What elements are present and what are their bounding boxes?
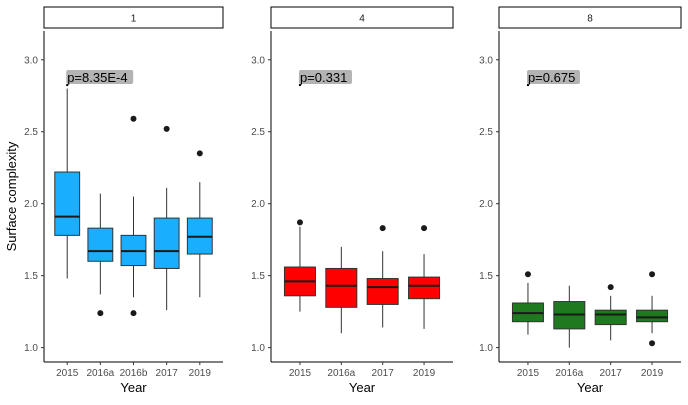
facet-panel-8: 8 1.0 1.5 2.0 2.5 3.0 2015 2016a 2017 2019 p=0.675… bbox=[479, 6, 682, 395]
y-tick-label: 2.0 bbox=[24, 199, 38, 210]
box-2015 bbox=[283, 219, 316, 312]
outlier-point bbox=[97, 310, 104, 317]
facet-panel-4: 4 1.0 1.5 2.0 2.5 3.0 2015 2016a 2017 2019 p=0.331… bbox=[251, 6, 454, 395]
outlier-point bbox=[296, 219, 303, 226]
box-2016a bbox=[553, 285, 586, 348]
outlier-point bbox=[163, 125, 170, 132]
facet-strip-label: 4 bbox=[359, 14, 365, 25]
iqr-box bbox=[636, 309, 669, 323]
annotation-label-bg bbox=[298, 70, 352, 85]
box-2017 bbox=[594, 284, 627, 341]
facet-panel-1: 1 1.0 1.5 2.0 2.5 3.0 2015 2016a 2016b 2017 2019 p=… bbox=[24, 6, 224, 395]
annotation-label-bg bbox=[526, 70, 580, 85]
box-2017 bbox=[153, 125, 180, 311]
y-tick-label: 2.5 bbox=[24, 127, 38, 138]
x-tick-label: 2015 bbox=[56, 368, 79, 379]
annotation-anchor-dot bbox=[526, 84, 529, 87]
x-axis-title: Year bbox=[120, 380, 147, 395]
box-2015 bbox=[54, 88, 81, 279]
y-tick-label: 3.0 bbox=[251, 55, 265, 66]
y-tick-label: 1.0 bbox=[24, 343, 38, 354]
x-tick-label: 2017 bbox=[600, 368, 623, 379]
facet-strip-box bbox=[43, 6, 224, 29]
outlier-point bbox=[130, 310, 137, 317]
box-2016a bbox=[325, 246, 358, 334]
y-tick-label: 3.0 bbox=[24, 55, 38, 66]
iqr-box bbox=[54, 171, 81, 236]
iqr-box bbox=[594, 309, 627, 326]
y-tick-label: 2.5 bbox=[479, 127, 493, 138]
x-tick-label: 2015 bbox=[517, 368, 540, 379]
x-tick-label: 2016a bbox=[86, 368, 114, 379]
facet-strip-box bbox=[270, 6, 454, 29]
p-value-annotation: p=0.331 bbox=[300, 70, 347, 85]
outlier-point bbox=[379, 225, 386, 232]
annotation-anchor-dot bbox=[66, 84, 69, 87]
iqr-box bbox=[366, 278, 399, 305]
outlier-point bbox=[607, 284, 614, 291]
iqr-box bbox=[153, 217, 180, 269]
outlier-point bbox=[524, 271, 531, 278]
facet-strip-label: 1 bbox=[131, 14, 137, 25]
box-2015 bbox=[511, 271, 544, 335]
y-tick-label: 1.0 bbox=[479, 343, 493, 354]
y-tick-label: 2.5 bbox=[251, 127, 265, 138]
y-tick-label: 2.0 bbox=[479, 199, 493, 210]
box-2019 bbox=[636, 271, 669, 347]
x-tick-label: 2015 bbox=[289, 368, 312, 379]
annotation-label-bg bbox=[66, 70, 134, 85]
x-tick-label: 2019 bbox=[189, 368, 212, 379]
outlier-point bbox=[130, 115, 137, 122]
x-tick-label: 2016a bbox=[327, 368, 355, 379]
y-axis-title: Surface complexity bbox=[4, 141, 19, 251]
outlier-point bbox=[649, 271, 656, 278]
x-tick-label: 2019 bbox=[413, 368, 436, 379]
x-tick-label: 2016b bbox=[120, 368, 148, 379]
x-tick-label: 2017 bbox=[372, 368, 395, 379]
y-tick-label: 1.5 bbox=[24, 271, 38, 282]
p-value-annotation: p=8.35E-4 bbox=[67, 70, 127, 85]
x-axis-title: Year bbox=[349, 380, 376, 395]
y-tick-label: 2.0 bbox=[251, 199, 265, 210]
annotation-anchor-dot bbox=[298, 84, 301, 87]
x-tick-label: 2017 bbox=[156, 368, 179, 379]
x-tick-label: 2016a bbox=[555, 368, 583, 379]
outlier-point bbox=[421, 225, 428, 232]
iqr-box bbox=[408, 276, 441, 300]
p-value-annotation: p=0.675 bbox=[528, 70, 575, 85]
box-2016a bbox=[87, 193, 114, 317]
box-2017 bbox=[366, 225, 399, 328]
y-tick-label: 1.5 bbox=[251, 271, 265, 282]
iqr-box bbox=[325, 267, 358, 308]
y-tick-label: 3.0 bbox=[479, 55, 493, 66]
x-tick-label: 2019 bbox=[641, 368, 664, 379]
outlier-point bbox=[649, 340, 656, 347]
box-2019 bbox=[186, 150, 213, 298]
x-axis-title: Year bbox=[577, 380, 604, 395]
y-tick-label: 1.0 bbox=[251, 343, 265, 354]
facet-strip-box bbox=[498, 6, 682, 29]
box-2016b bbox=[120, 115, 147, 317]
y-tick-label: 1.5 bbox=[479, 271, 493, 282]
iqr-box bbox=[87, 227, 114, 262]
outlier-point bbox=[196, 150, 203, 157]
facet-strip-label: 8 bbox=[587, 14, 593, 25]
box-2019 bbox=[408, 225, 441, 329]
